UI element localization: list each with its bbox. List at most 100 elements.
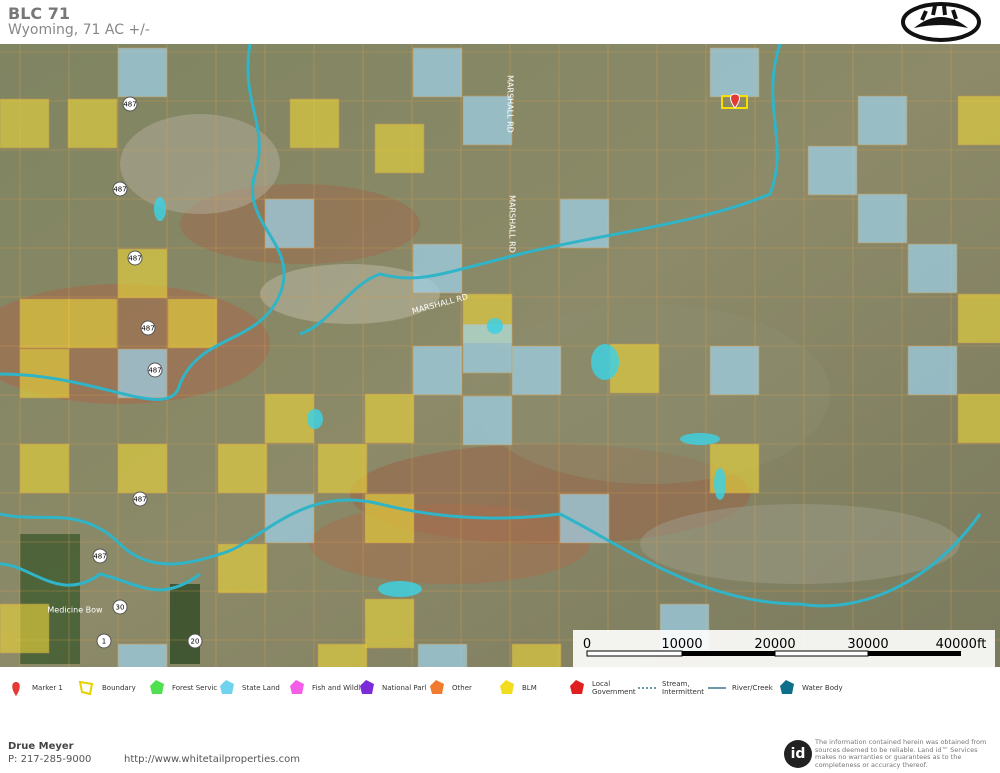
- blm-parcel: [317, 643, 368, 667]
- legend-label: Forest Servic: [172, 684, 218, 692]
- road-shield: [140, 320, 156, 336]
- scale-label: 20000: [754, 637, 795, 652]
- scale-label: 0: [583, 637, 591, 652]
- road-shield: [147, 362, 163, 378]
- legend-label: Stream, Intermittent: [662, 680, 705, 696]
- legend-icon: [780, 680, 794, 694]
- blm-parcel: [167, 298, 218, 349]
- state-land-parcel: [462, 395, 513, 446]
- state-land-parcel: [511, 345, 562, 396]
- legend-icon: [570, 680, 584, 694]
- terrain: [120, 114, 280, 214]
- blm-parcel: [957, 95, 1000, 146]
- road-shield: [122, 96, 138, 112]
- legend-icon: [500, 680, 514, 694]
- website[interactable]: http://www.whitetailproperties.com: [124, 754, 300, 765]
- road-shield: [112, 599, 128, 615]
- state-land-parcel: [117, 643, 168, 667]
- state-land-parcel: [709, 345, 760, 396]
- blm-parcel: [19, 443, 70, 494]
- marker[interactable]: [730, 93, 740, 109]
- state-land-parcel: [117, 47, 168, 98]
- map: 487 487 487 487 487 487 487 30 1 20 MARSHALL RD MAR…: [0, 44, 1000, 667]
- road-number: 20: [191, 638, 200, 646]
- road-number: 487: [128, 255, 141, 263]
- state-land-parcel: [807, 145, 858, 196]
- water-body: [378, 581, 422, 597]
- legend-item: Local Government: [568, 676, 650, 700]
- legend-item: Forest Servic: [148, 676, 230, 700]
- road-shield: [187, 633, 203, 649]
- legend-item: Marker 1: [8, 676, 90, 700]
- legend-label: National Parl: [382, 684, 427, 692]
- water-body: [714, 468, 726, 500]
- legend-item: State Land: [218, 676, 300, 700]
- title: BLC 71: [8, 4, 70, 23]
- blm-parcel: [364, 598, 415, 649]
- legend-label: BLM: [522, 684, 537, 692]
- legend-label: Local Government: [592, 680, 636, 696]
- state-land-parcel: [412, 345, 463, 396]
- road-number: 1: [102, 638, 106, 646]
- water-body: [591, 344, 619, 380]
- state-land-parcel: [907, 345, 958, 396]
- water-body: [307, 409, 323, 429]
- blm-parcel: [609, 343, 660, 394]
- legend-icon: [78, 680, 94, 696]
- state-land-parcel: [857, 95, 908, 146]
- water-body: [680, 433, 720, 445]
- blm-parcel: [19, 348, 70, 399]
- blm-parcel: [117, 443, 168, 494]
- scale-box: [573, 630, 995, 667]
- road-number: 487: [148, 367, 161, 375]
- place-label: MARSHALL RD: [506, 75, 515, 133]
- state-land-parcel: [907, 243, 958, 294]
- legend-item: National Parl: [358, 676, 440, 700]
- legend-icon: [150, 680, 164, 694]
- state-land-parcel: [412, 243, 463, 294]
- blm-parcel: [117, 248, 168, 299]
- subtitle: Wyoming, 71 AC +/-: [8, 22, 150, 38]
- legend-label: Other: [452, 684, 472, 692]
- blm-parcel: [374, 123, 425, 174]
- water-body: [487, 318, 503, 334]
- legend-item: Water Body: [778, 676, 860, 700]
- place-label: Medicine Bow: [47, 606, 103, 615]
- river: [0, 498, 982, 608]
- legend-item: Stream, Intermittent: [638, 676, 720, 700]
- road-number: 487: [123, 101, 136, 109]
- legend-label: Fish and Wildlife: [312, 684, 369, 692]
- blm-parcel: [0, 603, 50, 654]
- place-label: MARSHALL RD: [508, 195, 517, 253]
- scale-label: 30000: [847, 637, 888, 652]
- blm-parcel: [364, 393, 415, 444]
- legend-item: Fish and Wildlife: [288, 676, 370, 700]
- blm-parcel: [0, 98, 50, 149]
- legend-icon: [430, 680, 444, 694]
- state-land-parcel: [462, 323, 513, 374]
- legend-icon: [708, 687, 726, 689]
- scale-bar: [586, 650, 961, 657]
- landid-logo: id: [784, 740, 812, 768]
- legend-icon: [290, 680, 304, 694]
- legend-item: Boundary: [78, 676, 160, 700]
- blm-parcel: [511, 643, 562, 667]
- blm-parcel: [67, 298, 118, 349]
- road-number: 30: [116, 604, 125, 612]
- legend-label: Water Body: [802, 684, 843, 692]
- legend-item: Other: [428, 676, 510, 700]
- legend-icon: [360, 680, 374, 694]
- disclaimer: The information contained herein was obt…: [815, 738, 987, 769]
- legend-icon: [638, 687, 656, 689]
- scale-label: 40000ft: [936, 637, 987, 652]
- state-land-parcel: [264, 493, 315, 544]
- road-number: 487: [133, 496, 146, 504]
- blm-parcel: [957, 393, 1000, 444]
- blm-parcel: [317, 443, 368, 494]
- terrain: [640, 504, 960, 584]
- road-shield: [112, 181, 128, 197]
- blm-parcel: [957, 293, 1000, 344]
- scale-label: 10000: [661, 637, 702, 652]
- blm-parcel: [264, 393, 315, 444]
- blm-parcel: [67, 98, 118, 149]
